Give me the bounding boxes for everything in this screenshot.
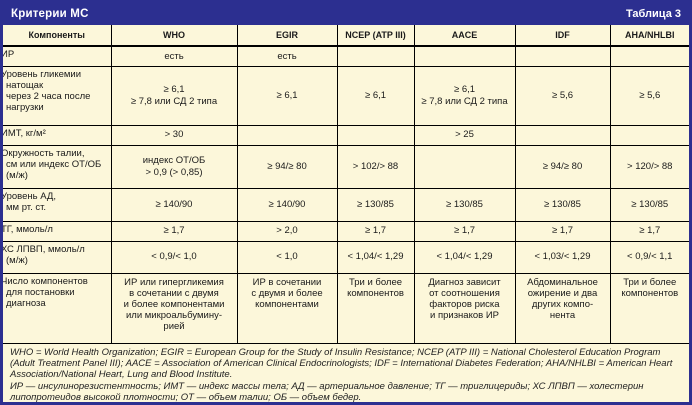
table-row-components-count: Число компонентов для постановки диагноз… xyxy=(3,272,689,343)
table-cell: ИР или гипергликемия в сочетании с двумя… xyxy=(110,272,237,343)
table-cell: > 25 xyxy=(413,124,515,145)
table-cell: > 30 xyxy=(110,124,237,145)
table-cell: ≥ 1,7 xyxy=(609,220,689,241)
row-label: Число компонентов для постановки диагноз… xyxy=(3,272,111,343)
table-cell: ≥ 5,6 xyxy=(609,65,689,125)
title-bar: Критерии МС Таблица 3 xyxy=(3,3,689,25)
table-cell: ≥ 130/85 xyxy=(609,187,689,221)
table-row-bmi: ИМТ, кг/м² > 30 > 25 xyxy=(3,124,689,145)
table-cell: ≥ 5,6 xyxy=(514,65,610,125)
table-cell: ≥ 6,1 ≥ 7,8 или СД 2 типа xyxy=(110,65,237,125)
table-cell: > 102/> 88 xyxy=(336,144,414,188)
table-cell: ≥ 140/90 xyxy=(236,187,337,221)
table-row-blood-pressure: Уровень АД, мм рт. ст. ≥ 140/90 ≥ 140/90… xyxy=(3,187,689,221)
table-cell: ≥ 1,7 xyxy=(413,220,515,241)
table-cell: > 2,0 xyxy=(236,220,337,241)
column-header-ncep: NCEP (ATP III) xyxy=(336,25,414,47)
table-cell: < 1,04/< 1,29 xyxy=(413,240,515,273)
table-cell: > 120/> 88 xyxy=(609,144,689,188)
table-cell: ≥ 130/85 xyxy=(336,187,414,221)
table-cell: есть xyxy=(236,45,337,66)
table-number-label: Таблица 3 xyxy=(625,8,681,20)
column-header-who: WHO xyxy=(110,25,237,47)
row-label: ХС ЛПВП, ммоль/л (м/ж) xyxy=(3,240,111,273)
table-cell xyxy=(336,45,414,66)
column-header-aace: AACE xyxy=(413,25,515,47)
table-cell xyxy=(514,45,610,66)
footnote: WHO = World Health Organization; EGIR = … xyxy=(3,344,689,404)
table-row-hdl: ХС ЛПВП, ммоль/л (м/ж) < 0,9/< 1,0 < 1,0… xyxy=(3,240,689,273)
row-label: ИМТ, кг/м² xyxy=(3,124,111,145)
table-cell: Три и более компонентов xyxy=(336,272,414,343)
table-row-glycemia: Уровень гликемии натощак через 2 часа по… xyxy=(3,65,689,125)
table-cell: ≥ 140/90 xyxy=(110,187,237,221)
criteria-table: Компоненты WHO EGIR NCEP (ATP III) AACE … xyxy=(3,25,689,344)
table-cell: Диагноз зависит от соотношения факторов … xyxy=(413,272,515,343)
table-cell: ≥ 94/≥ 80 xyxy=(236,144,337,188)
table-cell: ≥ 130/85 xyxy=(413,187,515,221)
table-cell xyxy=(514,124,610,145)
table-cell: < 1,03/< 1,29 xyxy=(514,240,610,273)
table-cell: ≥ 1,7 xyxy=(514,220,610,241)
table-row-waist: Окружность талии, см или индекс ОТ/ОБ (м… xyxy=(3,144,689,188)
table-cell: ≥ 6,1 ≥ 7,8 или СД 2 типа xyxy=(413,65,515,125)
table-cell: < 1,04/< 1,29 xyxy=(336,240,414,273)
table-cell: Абдоминальное ожирение и два других комп… xyxy=(514,272,610,343)
table-cell: ≥ 1,7 xyxy=(110,220,237,241)
table-cell: ≥ 94/≥ 80 xyxy=(514,144,610,188)
column-header-egir: EGIR xyxy=(236,25,337,47)
table-cell: ИР в сочетании с двумя и более компонент… xyxy=(236,272,337,343)
row-label: Уровень АД, мм рт. ст. xyxy=(3,187,111,221)
footnote-abbreviations-ru: ИР — инсулинорезистентность; ИМТ — индек… xyxy=(10,380,644,404)
row-label: ТГ, ммоль/л xyxy=(3,220,111,241)
table-cell xyxy=(413,45,515,66)
row-label: Уровень гликемии натощак через 2 часа по… xyxy=(3,65,111,125)
table-row-triglycerides: ТГ, ммоль/л ≥ 1,7 > 2,0 ≥ 1,7 ≥ 1,7 ≥ 1,… xyxy=(3,220,689,241)
column-header-idf: IDF xyxy=(514,25,610,47)
table-cell xyxy=(413,144,515,188)
table-cell: индекс ОТ/ОБ > 0,9 (> 0,85) xyxy=(110,144,237,188)
table-cell: < 1,0 xyxy=(236,240,337,273)
row-label: Окружность талии, см или индекс ОТ/ОБ (м… xyxy=(3,144,111,188)
table-cell xyxy=(609,124,689,145)
table-cell: < 0,9/< 1,0 xyxy=(110,240,237,273)
table-cell: ≥ 6,1 xyxy=(236,65,337,125)
page-title: Критерии МС xyxy=(11,8,89,20)
table-cell: ≥ 130/85 xyxy=(514,187,610,221)
header-row: Компоненты WHO EGIR NCEP (ATP III) AACE … xyxy=(3,25,689,47)
table-cell xyxy=(236,124,337,145)
table-cell xyxy=(336,124,414,145)
table-cell: ≥ 1,7 xyxy=(336,220,414,241)
table-cell: есть xyxy=(110,45,237,66)
table-cell: Три и более компонентов xyxy=(609,272,689,343)
row-label: ИР xyxy=(3,45,111,66)
column-header-components: Компоненты xyxy=(3,25,111,47)
table-cell: ≥ 6,1 xyxy=(336,65,414,125)
table-cell xyxy=(609,45,689,66)
table-cell: < 0,9/< 1,1 xyxy=(609,240,689,273)
footnote-abbreviations-en: WHO = World Health Organization; EGIR = … xyxy=(10,346,673,381)
table-row-ir: ИР есть есть xyxy=(3,45,689,66)
column-header-aha-nhlbi: AHA/NHLBI xyxy=(609,25,689,47)
